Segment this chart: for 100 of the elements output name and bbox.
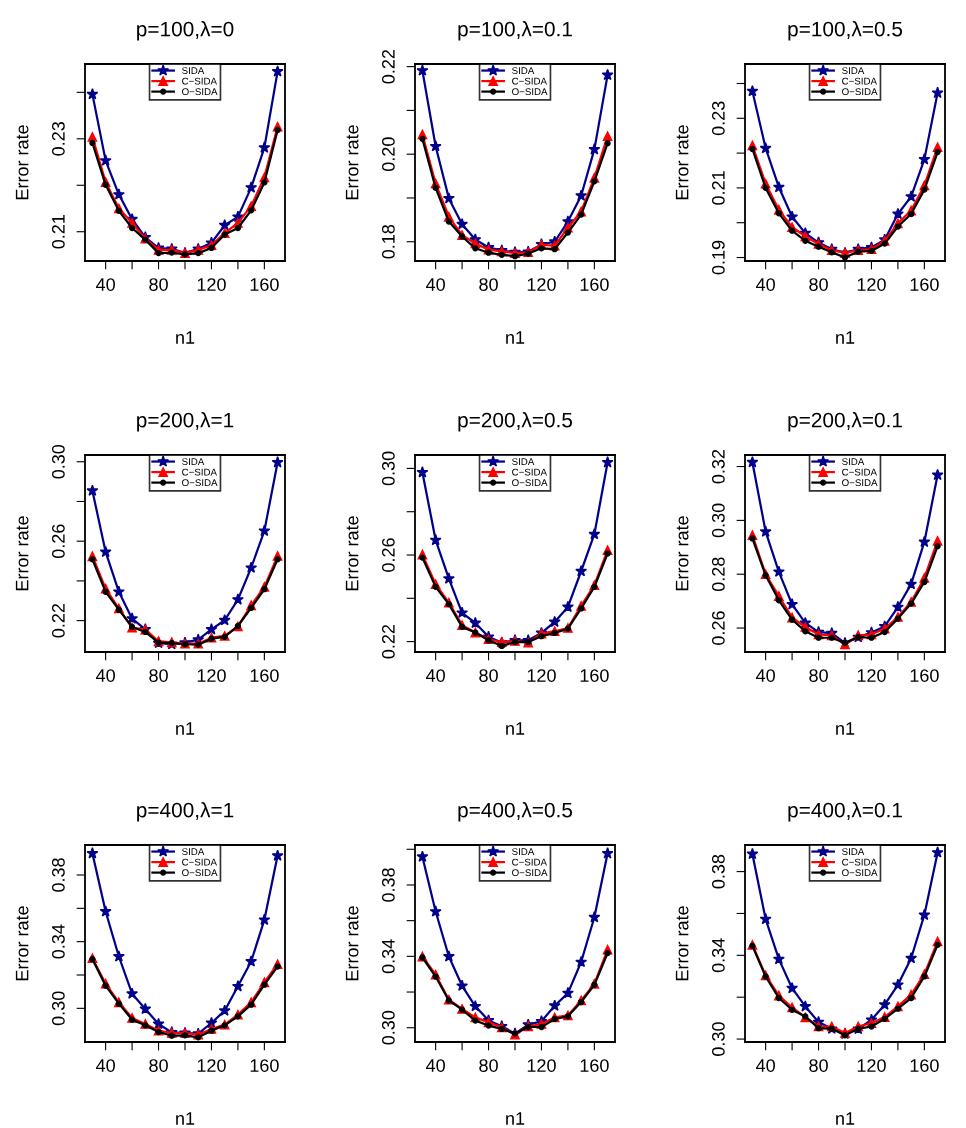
x-tick-label: 160	[250, 669, 279, 682]
y-tick-label: 0.26	[711, 611, 725, 645]
legend-label: C−SIDA	[842, 77, 877, 85]
y-tick-label: 0.20	[381, 137, 395, 172]
legend-label: O−SIDA	[842, 479, 878, 487]
chart-title: p=200,λ=0.5	[458, 412, 573, 432]
x-tick-label: 160	[250, 1059, 279, 1072]
legend-label: SIDA	[842, 848, 865, 856]
y-tick-label: 0.30	[51, 444, 65, 479]
x-tick-label: 120	[857, 669, 886, 682]
y-axis-title: Error rate	[15, 516, 29, 591]
y-axis-title: Error rate	[345, 125, 359, 200]
y-axis-title: Error rate	[675, 125, 689, 200]
legend-label: O−SIDA	[512, 479, 548, 487]
x-tick-label: 40	[756, 278, 775, 291]
legend-label: O−SIDA	[842, 869, 878, 877]
y-tick-label: 0.22	[381, 49, 395, 84]
x-tick-label: 40	[96, 669, 115, 682]
x-tick-label: 120	[857, 278, 886, 291]
y-tick-label: 0.34	[381, 939, 395, 974]
x-tick-label: 120	[197, 669, 226, 682]
x-tick-label: 120	[527, 1059, 556, 1072]
x-tick-label: 120	[527, 669, 556, 682]
x-tick-label: 160	[250, 278, 279, 291]
legend-label: SIDA	[182, 67, 205, 75]
legend-label: SIDA	[842, 67, 865, 75]
y-axis-title: Error rate	[675, 516, 689, 591]
legend-label: C−SIDA	[842, 858, 877, 866]
x-axis-title: n1	[506, 1112, 525, 1125]
y-tick-label: 0.38	[51, 858, 65, 892]
x-tick-label: 80	[809, 278, 828, 291]
x-tick-label: 40	[426, 278, 445, 291]
x-tick-label: 40	[756, 1059, 775, 1072]
y-tick-label: 0.26	[381, 538, 395, 572]
x-tick-label: 80	[809, 1059, 828, 1072]
x-axis-title: n1	[506, 722, 525, 735]
x-tick-label: 40	[426, 1059, 445, 1072]
x-tick-label: 160	[580, 669, 609, 682]
legend-label: C−SIDA	[512, 468, 547, 476]
x-tick-label: 80	[149, 278, 168, 291]
y-tick-label: 0.23	[51, 122, 65, 156]
legend-label: C−SIDA	[842, 468, 877, 476]
y-axis-title: Error rate	[345, 516, 359, 591]
chart-title: p=100,λ=0.1	[458, 21, 572, 41]
legend-label: C−SIDA	[182, 858, 217, 866]
x-axis-title: n1	[506, 331, 525, 344]
y-tick-label: 0.34	[711, 938, 725, 973]
x-tick-label: 120	[527, 278, 556, 291]
x-tick-label: 40	[756, 669, 775, 682]
x-tick-label: 80	[149, 1059, 168, 1072]
y-tick-label: 0.32	[711, 449, 725, 484]
y-tick-label: 0.30	[381, 451, 395, 486]
legend-label: C−SIDA	[182, 77, 217, 85]
y-tick-label: 0.21	[711, 171, 725, 205]
x-tick-label: 80	[809, 669, 828, 682]
legend-label: SIDA	[182, 848, 205, 856]
x-tick-label: 80	[479, 1059, 498, 1072]
x-tick-label: 80	[479, 278, 498, 291]
x-axis-title: n1	[836, 1112, 855, 1125]
y-axis-title: Error rate	[15, 125, 29, 200]
chart-title: p=200,λ=1	[137, 412, 234, 432]
y-tick-label: 0.30	[51, 991, 65, 1026]
y-tick-label: 0.23	[711, 101, 725, 136]
x-tick-label: 120	[857, 1059, 886, 1072]
y-tick-label: 0.28	[711, 557, 725, 592]
legend-label: O−SIDA	[512, 88, 548, 96]
x-tick-label: 40	[96, 278, 115, 291]
chart-title: p=400,λ=0.1	[788, 802, 902, 822]
chart-title: p=400,λ=1	[137, 802, 234, 822]
x-axis-title: n1	[836, 722, 855, 735]
legend-label: SIDA	[512, 67, 535, 75]
x-tick-label: 120	[197, 278, 226, 291]
legend-label: SIDA	[842, 458, 865, 466]
legend-label: SIDA	[512, 848, 535, 856]
x-tick-label: 80	[149, 669, 168, 682]
legend-label: O−SIDA	[182, 869, 218, 877]
legend-label: O−SIDA	[182, 88, 218, 96]
legend-label: C−SIDA	[512, 77, 547, 85]
x-tick-label: 40	[96, 1059, 115, 1072]
legend-label: O−SIDA	[842, 88, 878, 96]
x-tick-label: 40	[426, 669, 445, 682]
x-tick-label: 160	[910, 278, 939, 291]
y-axis-title: Error rate	[345, 906, 359, 981]
x-tick-label: 120	[197, 1059, 226, 1072]
y-tick-label: 0.30	[711, 503, 725, 538]
y-tick-label: 0.34	[51, 924, 65, 959]
y-tick-label: 0.30	[381, 1010, 395, 1045]
y-tick-label: 0.19	[711, 240, 725, 275]
x-tick-label: 160	[580, 278, 609, 291]
x-axis-title: n1	[836, 331, 855, 344]
x-axis-title: n1	[176, 1112, 195, 1125]
x-axis-title: n1	[176, 331, 195, 344]
y-tick-label: 0.18	[381, 224, 395, 259]
y-tick-label: 0.22	[381, 624, 395, 659]
y-tick-label: 0.22	[51, 603, 65, 638]
x-axis-title: n1	[176, 722, 195, 735]
legend-label: O−SIDA	[182, 479, 218, 487]
legend-label: C−SIDA	[182, 468, 217, 476]
legend-label: SIDA	[182, 458, 205, 466]
legend-label: O−SIDA	[512, 869, 548, 877]
